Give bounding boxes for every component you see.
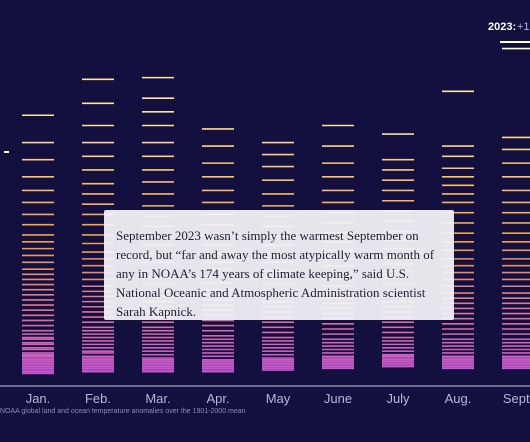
strip-jan <box>22 114 54 375</box>
quote-box: September 2023 wasn’t simply the warmest… <box>104 210 454 320</box>
month-label: Jan. <box>26 391 51 406</box>
month-label: Aug. <box>445 391 472 406</box>
month-labels: Jan. Feb. Mar. Apr. May June July Aug. Sept. <box>26 391 530 406</box>
month-label: Sept. <box>503 391 530 406</box>
legend-year: 2023: <box>488 21 516 33</box>
strip-sept <box>502 47 530 370</box>
month-label: July <box>386 391 410 406</box>
quote-text: September 2023 wasn’t simply the warmest… <box>116 228 435 319</box>
month-label: May <box>266 391 291 406</box>
month-label: June <box>324 391 352 406</box>
month-label: Mar. <box>145 391 170 406</box>
legend-value: +1.4 <box>517 21 530 33</box>
month-label: Apr. <box>206 391 229 406</box>
month-label: Feb. <box>85 391 111 406</box>
source-note: NOAA global land and ocean temperature a… <box>0 408 246 415</box>
